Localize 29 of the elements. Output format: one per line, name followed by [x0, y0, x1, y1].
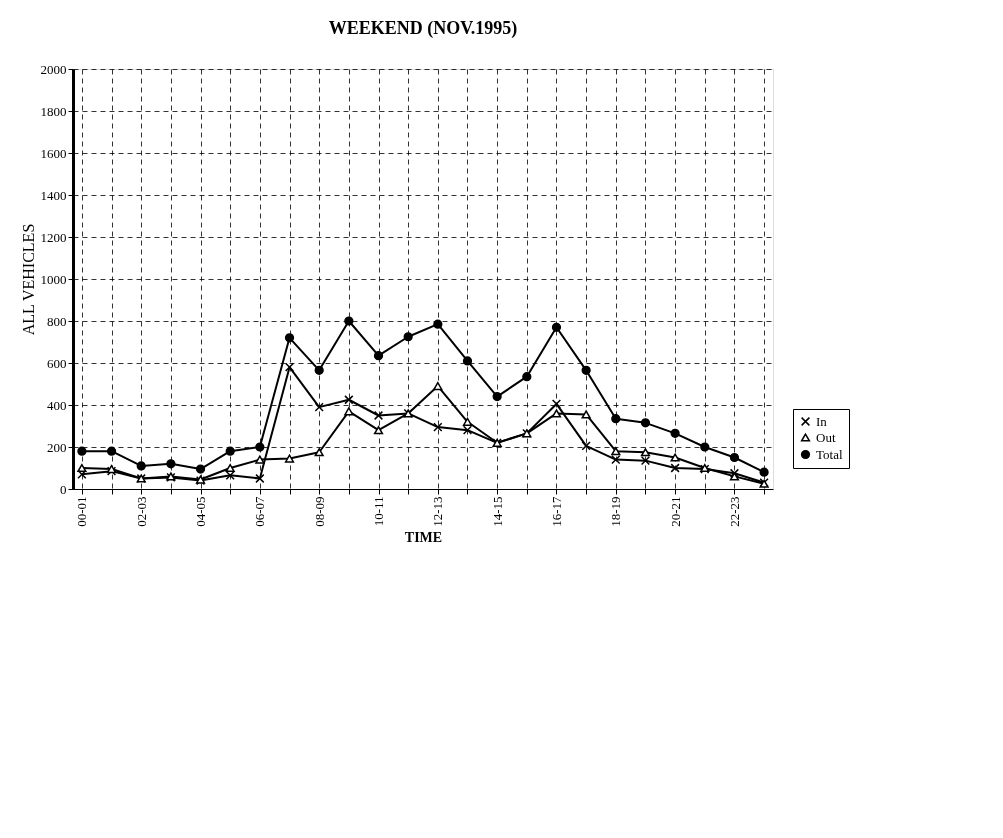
x-tick-label: 08-09: [311, 496, 327, 527]
x-tick-label: 20-21: [667, 496, 683, 527]
legend-label: Out: [816, 429, 836, 445]
y-tick-label: 800: [47, 313, 67, 329]
x-tick-label: 06-07: [252, 496, 268, 527]
y-axis-title: ALL VEHICLES: [19, 223, 37, 336]
y-tick-label: 1400: [40, 187, 67, 203]
x-tick-label: 16-17: [548, 496, 564, 527]
x-tick-label: 00-01: [74, 496, 90, 527]
y-tick-label: 1000: [40, 271, 67, 287]
x-tick-label: 02-03: [133, 496, 149, 527]
x-tick-label: 12-13: [430, 496, 446, 527]
y-tick-label: 1600: [40, 145, 67, 161]
y-tick-label: 400: [47, 397, 67, 413]
x-tick-label: 14-15: [489, 496, 505, 527]
legend-label: Total: [816, 446, 843, 462]
y-tick-label: 1200: [40, 229, 67, 245]
x-tick-label: 10-11: [371, 496, 387, 527]
x-tick-label: 04-05: [193, 496, 209, 527]
legend-label: In: [816, 413, 828, 429]
x-tick-label: 18-19: [608, 496, 624, 527]
x-axis-title: TIME: [404, 529, 443, 545]
y-tick-label: 2000: [40, 61, 67, 77]
chart-title: WEEKEND (NOV.1995): [328, 18, 518, 39]
y-tick-label: 200: [47, 439, 67, 455]
y-tick-label: 0: [60, 481, 67, 497]
x-tick-label: 22-23: [726, 496, 742, 527]
y-tick-label: 1800: [40, 103, 67, 119]
y-tick-label: 600: [47, 355, 67, 371]
